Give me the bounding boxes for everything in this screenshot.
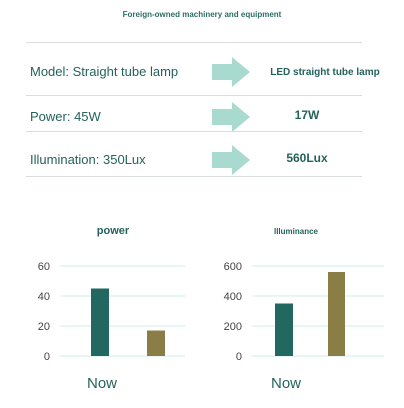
power-value: 17W bbox=[294, 108, 320, 122]
y-tick-label: 600 bbox=[224, 261, 242, 273]
illumination-value: 560Lux bbox=[286, 151, 328, 165]
arrow-right-icon bbox=[212, 57, 250, 87]
page-header: Foreign-owned machinery and equipment bbox=[122, 10, 282, 19]
illumination-label: Illumination: 350Lux bbox=[30, 152, 146, 167]
divider-row-2 bbox=[26, 131, 362, 132]
x-category-label: Now bbox=[87, 375, 117, 392]
divider-row-3 bbox=[26, 176, 362, 177]
y-tick-label: 0 bbox=[236, 351, 242, 363]
divider-row-1 bbox=[26, 95, 362, 96]
bar bbox=[147, 330, 165, 356]
y-tick-label: 400 bbox=[224, 291, 242, 303]
divider-top bbox=[26, 42, 362, 43]
y-tick-label: 0 bbox=[44, 351, 50, 363]
power-label: Power: 45W bbox=[30, 109, 101, 124]
y-tick-label: 20 bbox=[38, 321, 50, 333]
arrow-right-icon bbox=[212, 102, 250, 132]
model-label: Model: Straight tube lamp bbox=[30, 64, 179, 79]
x-category-label: Now bbox=[271, 375, 301, 392]
bar bbox=[91, 288, 109, 356]
chart-title: power bbox=[97, 225, 130, 237]
bar bbox=[328, 272, 345, 356]
chart-title: Illuminance bbox=[274, 227, 319, 236]
arrow-right-icon bbox=[212, 145, 250, 175]
bar bbox=[275, 303, 293, 356]
y-tick-label: 200 bbox=[224, 321, 242, 333]
y-tick-label: 60 bbox=[38, 261, 50, 273]
y-tick-label: 40 bbox=[38, 291, 50, 303]
model-value: LED straight tube lamp bbox=[270, 67, 380, 78]
